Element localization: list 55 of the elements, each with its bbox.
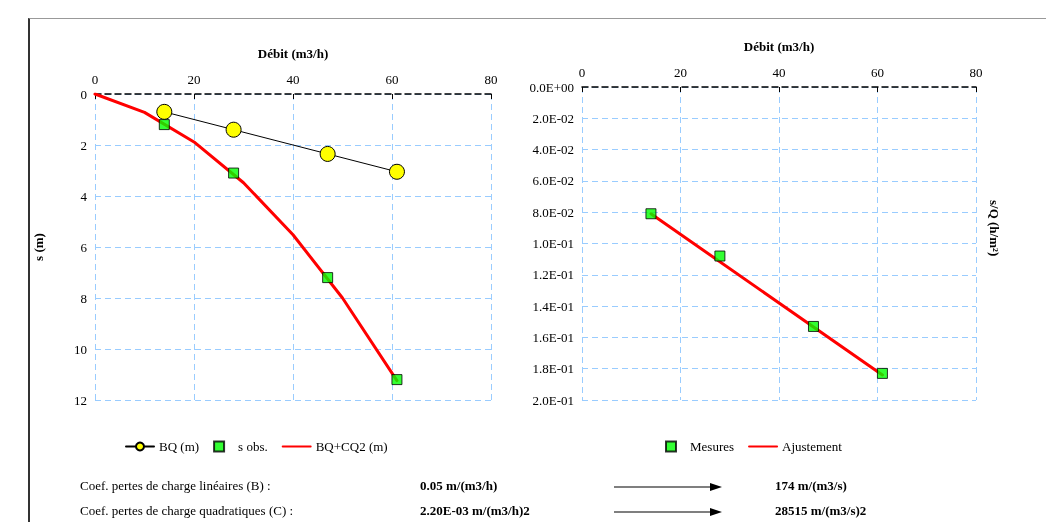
y-axis-title: s/Q (h/m²) — [987, 200, 1002, 257]
y-tick-label: 10 — [74, 341, 87, 357]
point — [876, 367, 888, 379]
x-tick-label: 40 — [772, 65, 786, 80]
point — [225, 121, 242, 138]
point — [322, 272, 334, 284]
y-tick-label: 1.4E-01 — [532, 298, 574, 314]
x-tick-label: 60 — [871, 65, 884, 80]
y-axis-title: s (m) — [31, 233, 46, 261]
y-tick-label: 6.0E-02 — [532, 173, 574, 189]
text: Coef. pertes de charge quadratiques (C) : — [80, 503, 294, 519]
legend-label: BQ+CQ2 (m) — [315, 439, 388, 454]
y-tick-label: 1.8E-01 — [532, 361, 574, 377]
y-tick-label: 1.0E-01 — [532, 236, 574, 251]
point — [158, 119, 170, 131]
y-tick-label: 2.0E-01 — [532, 392, 574, 408]
text: Coef. pertes de charge linéaires (B) : — [80, 478, 271, 494]
y-tick-label: 0 — [80, 86, 87, 102]
text: 174 m/(m3/s) — [775, 478, 847, 494]
y-tick-label: 12 — [74, 392, 87, 408]
point — [391, 374, 403, 386]
point — [388, 163, 405, 180]
legend-label: BQ (m) — [159, 439, 200, 454]
y-tick-label: 6 — [80, 239, 88, 255]
point — [319, 145, 336, 162]
y-tick-label: 2.0E-02 — [532, 110, 574, 126]
x-tick-label: 80 — [969, 65, 983, 80]
x-tick-label: 80 — [484, 72, 498, 87]
legend-label: Ajustement — [782, 439, 843, 454]
x-tick-label: 0 — [91, 72, 99, 87]
x-tick-label: 20 — [187, 72, 201, 87]
x-tick-label: 0 — [578, 65, 586, 80]
y-tick-label: 1.2E-01 — [532, 267, 574, 283]
y-tick-label: 4 — [80, 188, 88, 204]
point — [228, 167, 240, 179]
x-tick-label: 40 — [286, 72, 300, 87]
y-tick-label: 8 — [80, 290, 87, 306]
text: 0.05 m/(m3/h) — [420, 478, 498, 494]
point — [807, 320, 819, 332]
x-axis-title: Débit (m3/h) — [743, 39, 815, 54]
y-tick-label: 1.6E-01 — [532, 329, 574, 345]
y-tick-label: 4.0E-02 — [532, 142, 574, 158]
point — [645, 208, 657, 220]
legend-label: s obs. — [238, 439, 268, 454]
y-tick-label: 2 — [80, 137, 87, 153]
y-tick-label: 0.0E+00 — [529, 79, 574, 95]
x-axis-title: Débit (m3/h) — [257, 46, 329, 61]
text: 2.20E-03 m/(m3/h)2 — [420, 503, 530, 519]
x-tick-label: 60 — [385, 72, 399, 87]
text: 28515 m/(m3/s)2 — [775, 503, 867, 519]
point — [156, 103, 173, 120]
x-tick-label: 20 — [674, 65, 687, 80]
legend-label: Mesures — [690, 439, 735, 454]
y-tick-label: 8.0E-02 — [532, 204, 574, 220]
point — [714, 250, 726, 262]
